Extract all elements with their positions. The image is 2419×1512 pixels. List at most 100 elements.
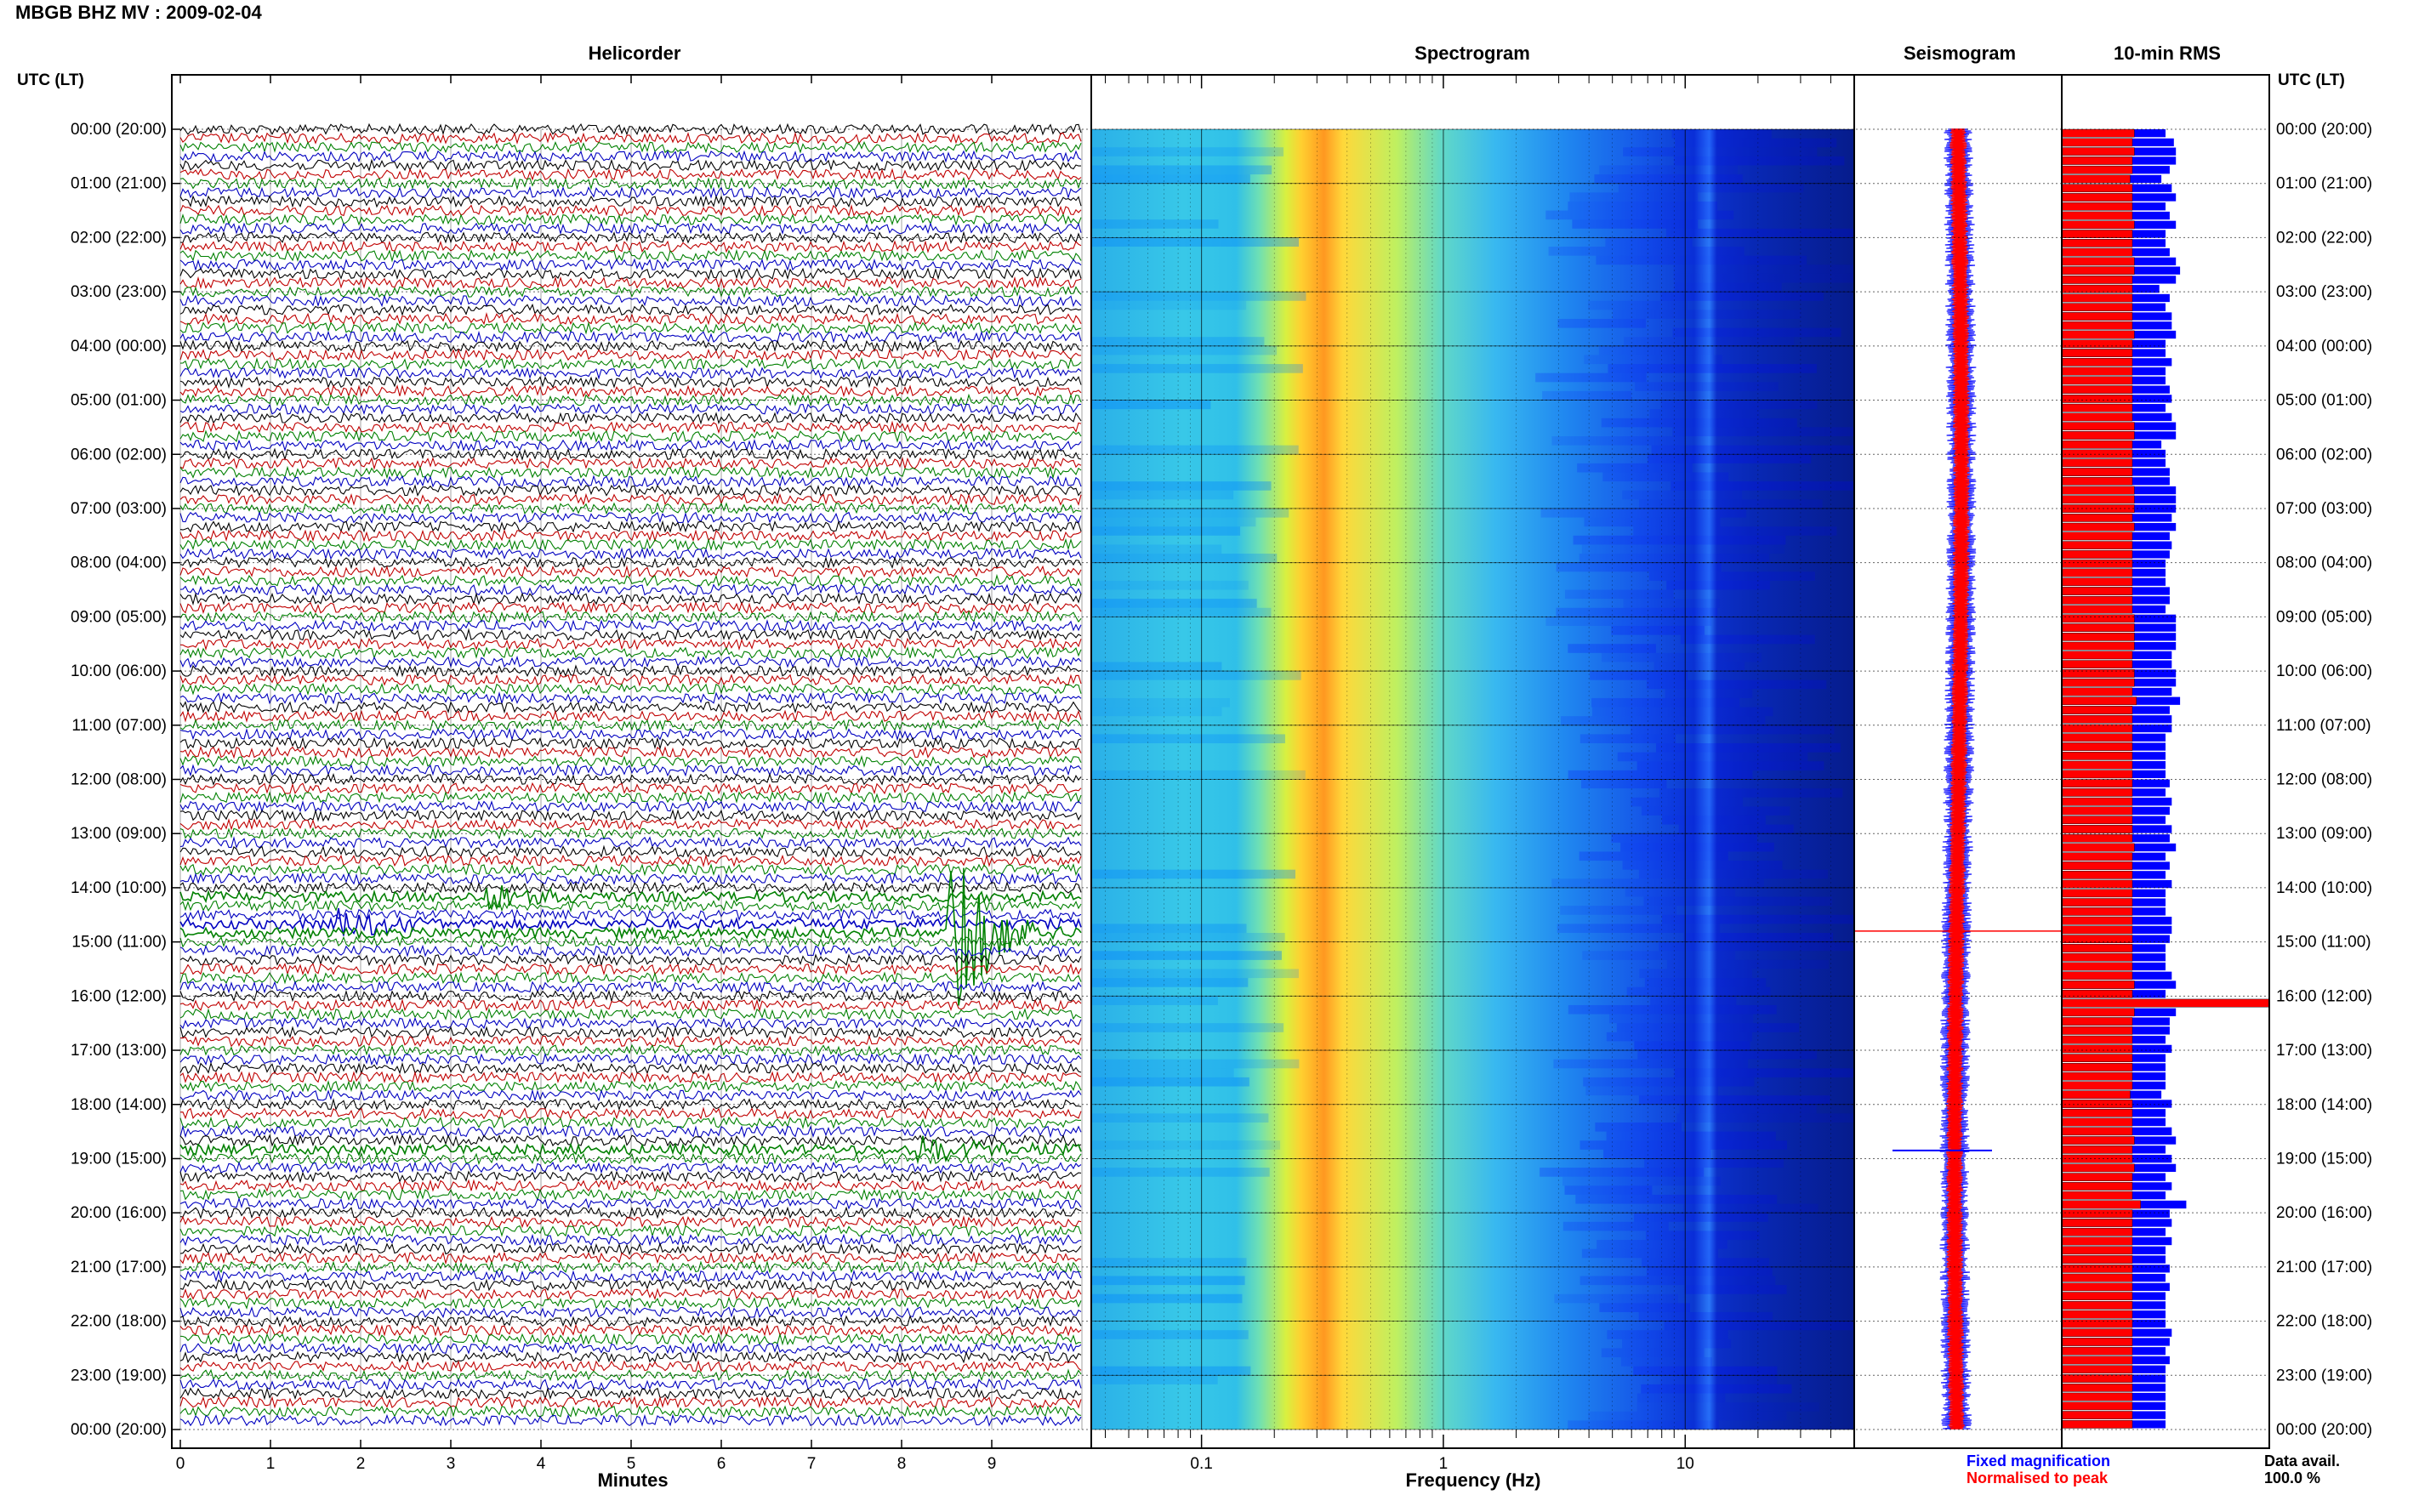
rms-bar-normalised [2061, 349, 2133, 357]
rms-bar-normalised [2061, 1282, 2133, 1292]
helicorder-trace [179, 701, 1082, 714]
spectrogram-row-shade [1630, 725, 1835, 735]
spectrogram-xlabel: Frequency (Hz) [1405, 1469, 1541, 1491]
helicorder-trace [179, 1197, 1082, 1210]
spectrogram-row-shade [1636, 1402, 1819, 1412]
spectrogram-row-shade [1091, 337, 1265, 346]
helicorder-trace [179, 1161, 1082, 1175]
spectrogram-row-shade [1646, 1266, 1773, 1276]
spectrogram-row-shade [1540, 1168, 1705, 1177]
time-label-right: 00:00 (20:00) [2276, 121, 2372, 139]
spectrogram-row-shade [1674, 1068, 1863, 1077]
helicorder-trace [179, 1341, 1082, 1355]
rms-bar-normalised [2061, 770, 2133, 779]
rms-bar-normalised [2061, 514, 2133, 522]
spectrogram-row-shade [1091, 445, 1299, 455]
rms-bar-normalised [2061, 779, 2133, 787]
rms-bar-normalised [2061, 495, 2135, 504]
helicorder-trace [179, 511, 1082, 524]
spectrogram-row-shade [1548, 247, 1745, 256]
helicorder-trace [179, 176, 1082, 190]
time-label-right: 02:00 (22:00) [2276, 229, 2372, 247]
spectrogram-row-shade [1683, 933, 1834, 942]
spectrogram-row-shade [1660, 1375, 1778, 1384]
spectrogram-row-shade [1678, 824, 1794, 834]
helicorder-trace [179, 276, 1082, 290]
time-label-left: 04:00 (00:00) [71, 338, 167, 355]
helicorder-trace [179, 321, 1082, 335]
spectrogram-row-shade [1091, 734, 1285, 744]
spectrogram-row-shade [1660, 400, 1818, 410]
time-label-right: 23:00 (19:00) [2276, 1367, 2372, 1384]
time-label-right: 19:00 (15:00) [2276, 1150, 2372, 1168]
x-tick-label: 4 [537, 1455, 546, 1473]
spectrogram-row-shade [1636, 761, 1824, 770]
time-label-left: 09:00 (05:00) [71, 608, 167, 626]
spectrogram-row-shade [1588, 1411, 1787, 1421]
spectrogram-row-shade [1618, 183, 1804, 193]
rms-bar-normalised [2061, 1154, 2133, 1163]
spectrogram-row-shade [1091, 300, 1247, 310]
rms-bar-normalised [2061, 981, 2135, 989]
helicorder-trace [179, 971, 1082, 985]
spectrogram-row-shade [1545, 210, 1734, 220]
seismogram-title: Seismogram [1903, 43, 2017, 64]
helicorder-trace [179, 348, 1082, 361]
rms-bar-normalised [2061, 174, 2131, 184]
rms-bar-normalised [2061, 559, 2133, 568]
rms-bar-normalised [2061, 1401, 2133, 1411]
rms-bar-normalised [2061, 962, 2133, 971]
rms-bar-normalised [2061, 1383, 2133, 1392]
helicorder-trace [179, 204, 1082, 218]
spectrogram-row-shade [1639, 969, 1752, 979]
helicorder-trace [179, 1179, 1082, 1192]
spectrogram-row-shade [1091, 707, 1222, 717]
rms-bar-normalised [2061, 898, 2133, 907]
rms-bar-normalised [2061, 412, 2133, 422]
helicorder-trace [179, 1378, 1082, 1391]
spectrogram-row-shade [1671, 129, 1772, 139]
helicorder-trace [179, 1016, 1082, 1030]
helicorder-trace [179, 1214, 1082, 1229]
spectrogram-row-shade [1656, 743, 1841, 753]
spectrogram-row-shade [1584, 517, 1721, 527]
spectrogram-row-shade [1091, 1023, 1284, 1032]
spectrogram-row-shade [1091, 554, 1278, 563]
rms-bar-normalised [2061, 714, 2133, 724]
spectrogram-row-shade [1634, 1041, 1750, 1051]
spectrogram-row-shade [1612, 310, 1801, 319]
helicorder-trace [179, 402, 1082, 416]
data-avail-value: 100.0 % [2264, 1469, 2321, 1486]
helicorder-trace [179, 664, 1082, 678]
spectrogram-row-shade [1568, 201, 1717, 211]
helicorder-trace [179, 953, 1082, 967]
rms-bar-normalised [2061, 1255, 2133, 1264]
spectrogram-row-shade [1638, 1095, 1830, 1105]
helicorder-trace [179, 782, 1082, 795]
spectrogram-row-shade [1551, 436, 1686, 446]
spectrogram-row-shade [1623, 147, 1818, 156]
rms-bar-normalised [2061, 138, 2133, 147]
helicorder-panel [179, 122, 1082, 1427]
spectrogram-row-shade [1091, 147, 1284, 156]
time-label-left: 15:00 (11:00) [71, 934, 167, 952]
spectrogram-row-shade [1620, 842, 1774, 852]
x-tick-label: 1 [266, 1455, 276, 1473]
spectrogram-row-shade [1091, 770, 1306, 780]
rms-bar-normalised [2061, 431, 2135, 440]
legend-fixed-magnification: Fixed magnification [1967, 1452, 2111, 1469]
helicorder-trace [179, 1116, 1082, 1130]
spectrogram-row-shade [1553, 1059, 1749, 1069]
spectrogram-row-shade [1643, 896, 1833, 907]
helicorder-trace [179, 429, 1082, 443]
spectrogram-row-shade [1673, 264, 1878, 274]
helicorder-trace [179, 555, 1082, 570]
spectrogram-row-shade [1672, 327, 1841, 338]
helicorder-trace [179, 1333, 1082, 1346]
helicorder-trace [179, 393, 1082, 406]
rms-bar-normalised [2061, 587, 2133, 595]
data-avail-label: Data avail. [2264, 1452, 2341, 1469]
spectrogram-row-shade [1091, 174, 1250, 184]
time-label-right: 21:00 (17:00) [2276, 1259, 2372, 1276]
helicorder-trace [179, 1106, 1082, 1120]
